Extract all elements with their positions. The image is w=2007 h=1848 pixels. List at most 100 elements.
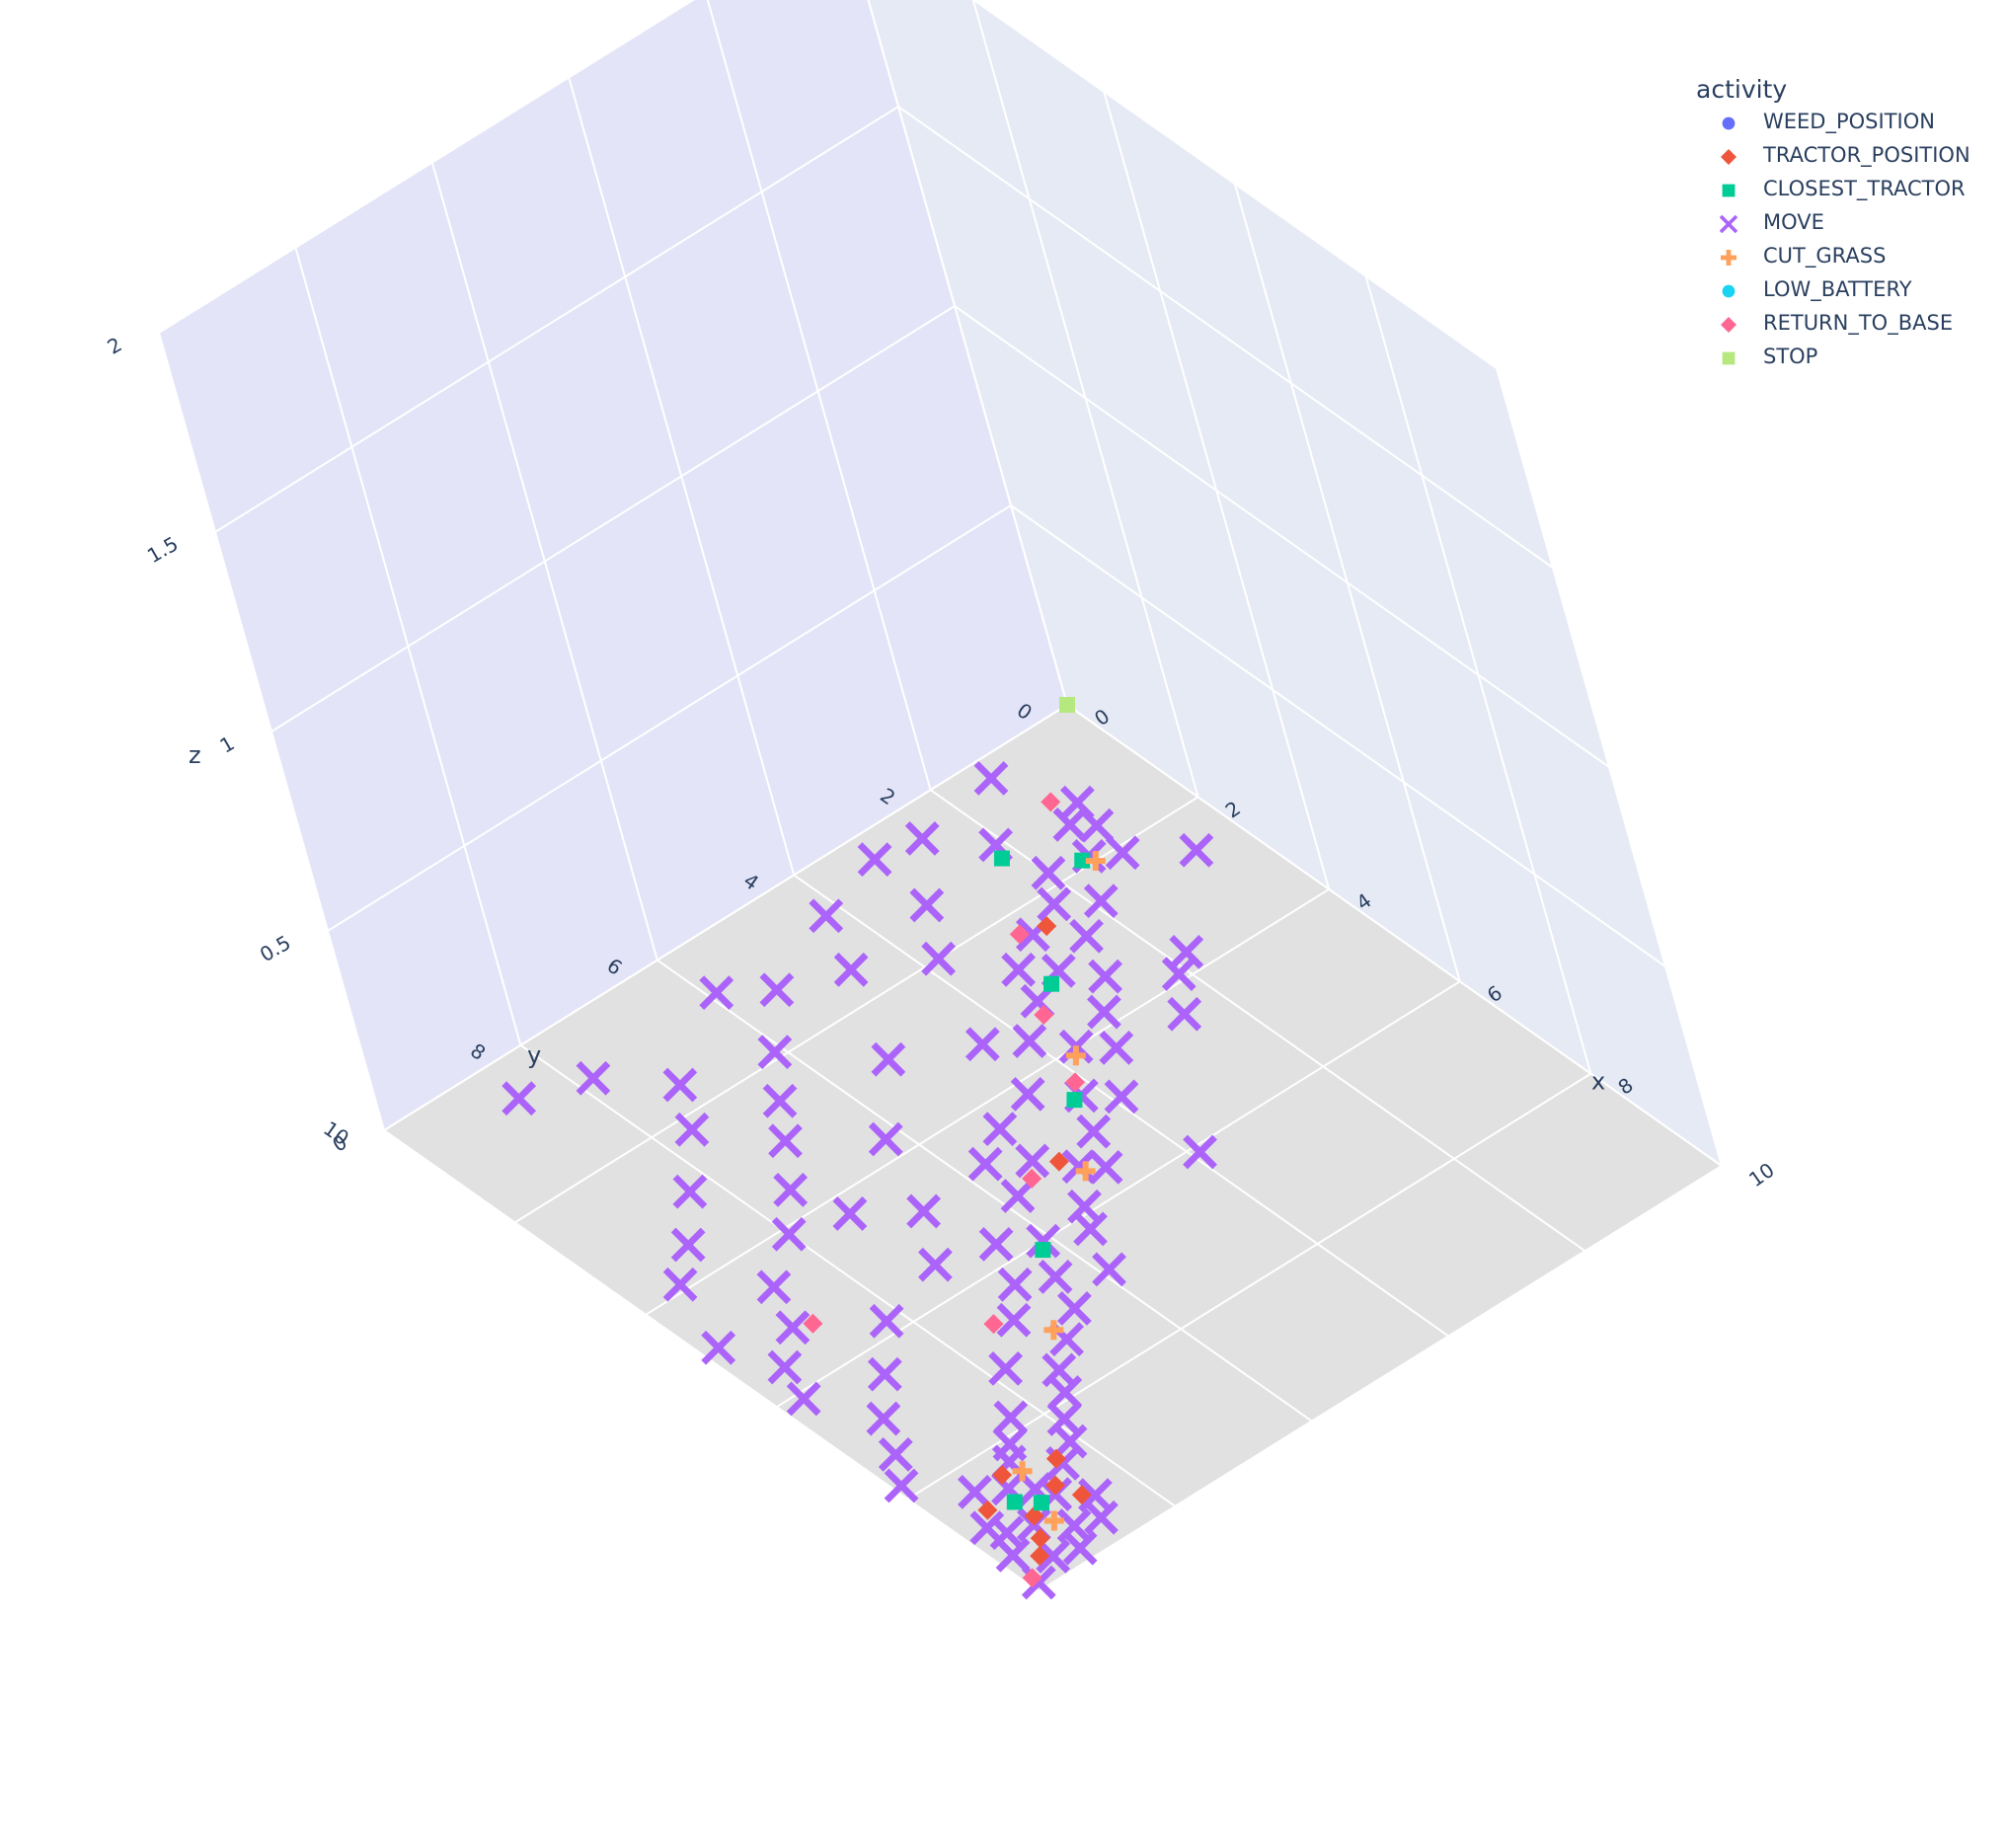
data-point [1071,1485,1092,1505]
data-point [1030,1528,1050,1549]
data-point [1034,1004,1054,1025]
gridline-wall-z [270,305,956,732]
gridline-floor-y [519,1043,1176,1507]
data-point [1012,1024,1047,1058]
data-point [869,1303,904,1339]
cross-icon [1721,250,1737,266]
legend-item-weed-position[interactable]: WEED_POSITION [1655,107,2007,140]
data-point [1047,1375,1083,1410]
data-point [1087,994,1121,1030]
data-point [992,1465,1013,1486]
data-point [993,1400,1029,1435]
data-point [978,1226,1014,1262]
data-point [833,952,869,987]
data-point [1031,855,1066,890]
x-tick-label: 10 [1744,1158,1779,1192]
legend-item-closest-tractor[interactable]: CLOSEST_TRACTOR [1655,174,2007,207]
gridline-wall-z [158,0,695,334]
legend-item-stop[interactable]: STOP [1655,342,2007,375]
gridline-wall-z [327,504,1012,932]
data-point [771,1216,807,1252]
legend-item-move[interactable]: MOVE [1655,207,2007,241]
legend-item-cut-grass[interactable]: CUT_GRASS [1655,241,2007,274]
data-point [1041,792,1061,812]
data-point [958,1475,992,1509]
data-point [982,1112,1018,1146]
legend-label: WEED_POSITION [1763,110,1935,133]
legend-symbol [1721,317,1737,333]
data-point [1015,1143,1050,1179]
z-tick-label: 1 [215,732,238,758]
legend-symbol [1722,351,1736,365]
legend-label: STOP [1763,345,1818,368]
floor-plane [384,705,1722,1591]
data-point [1076,1114,1112,1149]
z-axis-title: z [189,741,201,769]
data-point [997,1267,1033,1302]
data-point [1105,835,1140,871]
data-point [1052,1424,1088,1459]
legend-title: activity [1696,75,1788,104]
data-point [1009,924,1030,945]
data-point [921,941,957,976]
data-point [757,1035,793,1070]
data-point [1065,1072,1085,1093]
data-point [670,1227,706,1263]
data-point [1183,1134,1217,1170]
data-point [1088,1150,1123,1185]
wall-xz [868,0,1722,1166]
data-point [1010,1077,1045,1112]
gridline-wall-z [214,106,899,533]
data-point [1079,808,1115,843]
data-point [871,1041,906,1077]
legend-label: CUT_GRASS [1763,244,1887,268]
plot-background [159,0,1722,1591]
data-point [995,1537,1031,1573]
data-point [1036,1539,1071,1574]
legend-label: MOVE [1763,210,1824,234]
data-point [988,1351,1023,1386]
data-point [904,821,940,856]
data-point [1045,1448,1066,1469]
data-point [1037,886,1072,922]
square-icon [1722,184,1736,197]
series-tractor-position [977,916,1092,1567]
gridline-wall-z [1010,504,1666,967]
series-return-to-base [803,792,1085,1588]
data-point [762,1083,798,1118]
circle-icon [1722,116,1736,130]
data-point [803,1313,823,1334]
data-point [1083,884,1119,919]
square-icon [1722,351,1736,365]
data-point [767,1349,803,1385]
gridline-wall-z [897,106,1554,569]
legend-item-return-to-base[interactable]: RETURN_TO_BASE [1655,308,2007,342]
data-point [1037,916,1057,937]
x-axis-title: x [1591,1068,1605,1096]
series-stop [1059,697,1075,713]
data-point [756,1270,792,1305]
data-point [969,1510,1005,1546]
legend-item-low-battery[interactable]: LOW_BATTERY [1655,274,2007,308]
data-point [662,1267,698,1302]
data-point [1167,996,1202,1032]
data-point [662,1067,698,1103]
data-point [1065,1045,1086,1066]
legend-item-tractor-position[interactable]: TRACTOR_POSITION [1655,140,2007,174]
data-point [1059,697,1075,713]
gridline-floor-x [1038,1165,1723,1592]
data-point [866,1401,901,1436]
data-point [857,842,892,877]
data-point [699,975,734,1011]
data-point [809,898,844,934]
data-point [1069,918,1104,954]
z-tick-label: 2 [103,333,125,359]
data-point [1092,1252,1126,1287]
data-point [909,887,945,923]
data-point [1074,852,1091,869]
circle-icon [1722,284,1736,298]
z-tick-label: 1.5 [143,532,183,569]
data-point [967,1146,1003,1182]
data-point [775,1310,811,1346]
